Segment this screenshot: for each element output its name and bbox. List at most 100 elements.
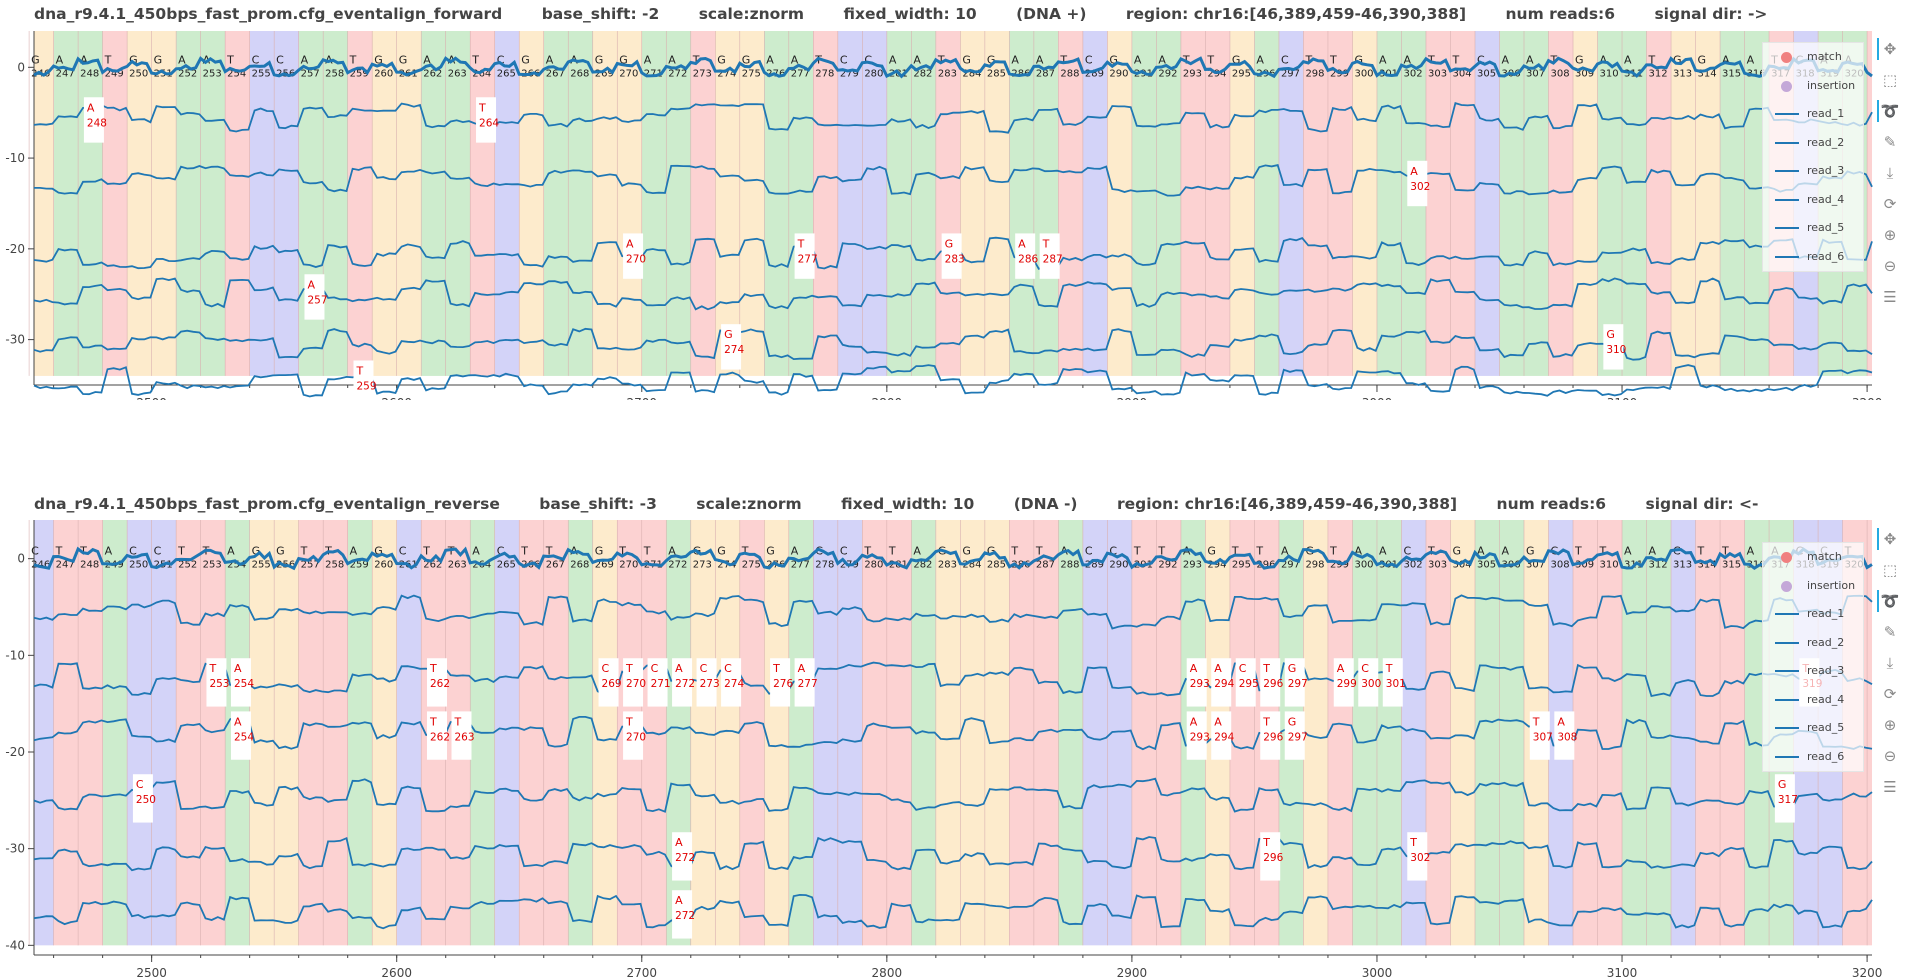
y-tick-label: -10: [5, 151, 25, 165]
mismatch-box: [1382, 658, 1403, 707]
base-letter: T: [1599, 545, 1607, 558]
base-letter: T: [1697, 545, 1705, 558]
base-band: [1327, 520, 1353, 946]
mismatch-base: G: [1288, 715, 1297, 728]
title-region: region: chr16:[46,389,459-46,390,388]: [1125, 5, 1467, 23]
legend-item-read-3[interactable]: read_3: [1763, 657, 1863, 686]
legend-item-read-5[interactable]: read_5: [1763, 714, 1863, 743]
base-band: [445, 31, 471, 376]
lasso-icon[interactable]: ➰: [1877, 100, 1901, 122]
legend-item-read-2[interactable]: read_2: [1763, 129, 1863, 158]
base-position: 315: [1722, 68, 1741, 79]
legend-item-read-6[interactable]: read_6: [1763, 743, 1863, 772]
base-letter: A: [1526, 53, 1534, 66]
base-position: 310: [1600, 68, 1619, 79]
title-scale: scale:znorm: [698, 5, 805, 23]
plot-legend[interactable]: match insertion read_1 read_2 read_3 read_4 re…: [1762, 42, 1864, 272]
base-letter: T: [618, 545, 626, 558]
pan-icon[interactable]: ✥: [1877, 38, 1901, 60]
base-position: 273: [693, 560, 712, 571]
legend-item-read-1[interactable]: read_1: [1763, 600, 1863, 629]
base-letter: T: [545, 545, 553, 558]
base-letter: A: [1624, 53, 1632, 66]
base-position: 248: [80, 68, 99, 79]
legend-item-read-3[interactable]: read_3: [1763, 157, 1863, 186]
legend-line-icon: [1775, 670, 1799, 672]
signal-plot-reverse[interactable]: 0 -10 -20 -30 -40 2500 2600 2700 2800 2900 3000 310…: [0, 490, 1909, 977]
mismatch-position: 296: [1263, 731, 1283, 743]
base-letter: T: [1035, 545, 1043, 558]
base-letter: A: [1354, 545, 1362, 558]
base-letter: T: [1329, 545, 1337, 558]
freehand-draw-icon[interactable]: ✎: [1883, 623, 1897, 641]
zoom-in-icon[interactable]: ⊕: [1883, 226, 1897, 244]
mismatch-box: [1211, 711, 1232, 760]
base-band: [862, 520, 887, 946]
freehand-draw-icon[interactable]: ✎: [1883, 133, 1897, 151]
base-position: 298: [1305, 68, 1324, 79]
legend-item-read-5[interactable]: read_5: [1763, 214, 1863, 243]
legend-line-icon: [1775, 641, 1799, 644]
base-letter: T: [1157, 545, 1165, 558]
base-position: 313: [1673, 68, 1692, 79]
base-band: [323, 520, 348, 946]
base-letter: G: [962, 545, 971, 558]
base-position: 271: [644, 68, 663, 79]
mismatch-position: 262: [430, 678, 450, 690]
base-band: [1671, 31, 1696, 376]
legend-item-read-4[interactable]: read_4: [1763, 186, 1863, 215]
base-band: [372, 31, 397, 376]
base-position: 314: [1698, 68, 1717, 79]
legend-item-match[interactable]: match: [1763, 543, 1863, 572]
legend-item-insertion[interactable]: insertion: [1763, 72, 1863, 101]
base-band: [225, 31, 250, 376]
reset-icon[interactable]: ⟳: [1883, 195, 1897, 213]
base-band: [200, 31, 226, 376]
base-band: [1450, 520, 1475, 946]
base-band: [1597, 520, 1623, 946]
reset-icon[interactable]: ⟳: [1883, 685, 1897, 703]
base-band: [1156, 31, 1181, 376]
base-position: 280: [864, 68, 883, 79]
base-band: [1695, 520, 1721, 946]
legend-item-insertion[interactable]: insertion: [1763, 572, 1863, 601]
mismatch-position: 308: [1557, 731, 1577, 743]
legend-item-read-1[interactable]: read_1: [1763, 100, 1863, 129]
base-position: 274: [717, 560, 736, 571]
zoom-out-icon[interactable]: ⊖: [1883, 257, 1897, 275]
lasso-icon[interactable]: ➰: [1877, 590, 1901, 612]
box-zoom-icon[interactable]: ⬚: [1882, 71, 1898, 89]
pan-icon[interactable]: ✥: [1877, 528, 1901, 550]
base-position: 305: [1477, 560, 1496, 571]
zoom-in-icon[interactable]: ⊕: [1883, 716, 1897, 734]
base-position: 313: [1673, 560, 1692, 571]
base-band: [1180, 31, 1206, 376]
mismatch-position: 270: [626, 731, 646, 743]
save-icon[interactable]: ⤓: [1886, 654, 1894, 672]
base-letter: T: [1329, 53, 1337, 66]
legend-item-read-4[interactable]: read_4: [1763, 686, 1863, 715]
mismatch-base: A: [626, 237, 634, 250]
base-band: [813, 31, 838, 376]
base-band: [1573, 31, 1598, 376]
box-zoom-icon[interactable]: ⬚: [1882, 561, 1898, 579]
base-letter: T: [1133, 545, 1141, 558]
legend-item-match[interactable]: match: [1763, 43, 1863, 72]
read-2-signal-line: [33, 661, 1873, 698]
signal-plot-forward[interactable]: 0 -10 -20 -30 2500 2600 2700 2800 2900 3000 3100 32…: [0, 0, 1909, 400]
hover-icon[interactable]: ☰: [1883, 778, 1897, 796]
mismatch-position: 264: [479, 117, 499, 129]
zoom-out-icon[interactable]: ⊖: [1883, 747, 1897, 765]
legend-item-read-2[interactable]: read_2: [1763, 629, 1863, 658]
legend-label: read_6: [1807, 749, 1845, 763]
base-band: [1425, 31, 1451, 376]
plot-legend[interactable]: match insertion read_1 read_2 read_3 read_4 re…: [1762, 542, 1864, 772]
legend-item-read-6[interactable]: read_6: [1763, 243, 1863, 272]
base-position: 251: [154, 68, 173, 79]
save-icon[interactable]: ⤓: [1886, 164, 1894, 182]
x-tick-label: 2700: [626, 966, 657, 977]
mismatch-base: A: [234, 715, 242, 728]
hover-icon[interactable]: ☰: [1883, 288, 1897, 306]
base-position: 289: [1085, 68, 1104, 79]
base-position: 260: [374, 68, 393, 79]
